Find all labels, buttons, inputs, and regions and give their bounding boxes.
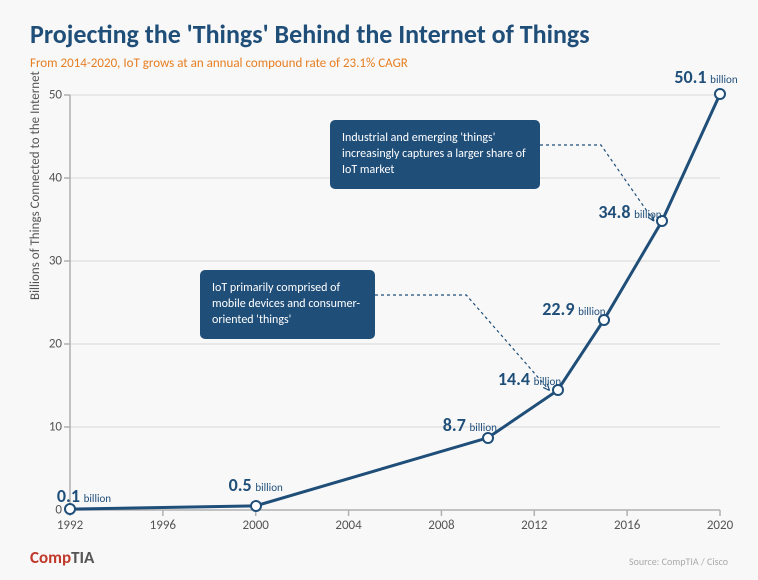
data-label: 0.5 billion xyxy=(229,474,283,496)
x-tick-label: 2016 xyxy=(614,510,640,533)
data-marker xyxy=(250,500,262,512)
data-label: 8.7 billion xyxy=(443,414,497,436)
chart-title: Projecting the 'Things' Behind the Inter… xyxy=(30,18,728,50)
y-tick-label: 50 xyxy=(49,88,70,103)
data-marker xyxy=(714,88,726,100)
x-tick-label: 2004 xyxy=(335,510,361,533)
callout-box: IoT primarily comprised of mobile device… xyxy=(200,270,375,339)
logo: CompTIA xyxy=(30,547,94,568)
x-tick-label: 2008 xyxy=(428,510,454,533)
x-tick-label: 2000 xyxy=(243,510,269,533)
x-tick-label: 2020 xyxy=(707,510,733,533)
logo-part-tia: TIA xyxy=(71,547,94,568)
chart-area: 0102030405019921996200020042008201220162… xyxy=(70,95,720,510)
x-tick-label: 2012 xyxy=(521,510,547,533)
y-tick-label: 10 xyxy=(49,420,70,435)
y-tick-label: 20 xyxy=(49,337,70,352)
y-tick-label: 30 xyxy=(49,254,70,269)
data-label: 0.1 billion xyxy=(57,485,111,507)
data-label: 34.8 billion xyxy=(598,201,661,223)
x-tick-label: 1996 xyxy=(150,510,176,533)
y-tick-label: 40 xyxy=(49,171,70,186)
y-axis-label: Billions of Things Connected to the Inte… xyxy=(28,71,43,300)
data-label: 22.9 billion xyxy=(542,298,605,320)
logo-part-comp: Comp xyxy=(30,547,71,568)
data-label: 50.1 billion xyxy=(674,66,737,88)
chart-subtitle: From 2014-2020, IoT grows at an annual c… xyxy=(30,56,728,71)
data-label: 14.4 billion xyxy=(498,368,561,390)
chart-plot: 0102030405019921996200020042008201220162… xyxy=(70,95,720,510)
source-text: Source: CompTIA / Cisco xyxy=(629,555,728,568)
callout-box: Industrial and emerging 'things' increas… xyxy=(330,120,540,189)
